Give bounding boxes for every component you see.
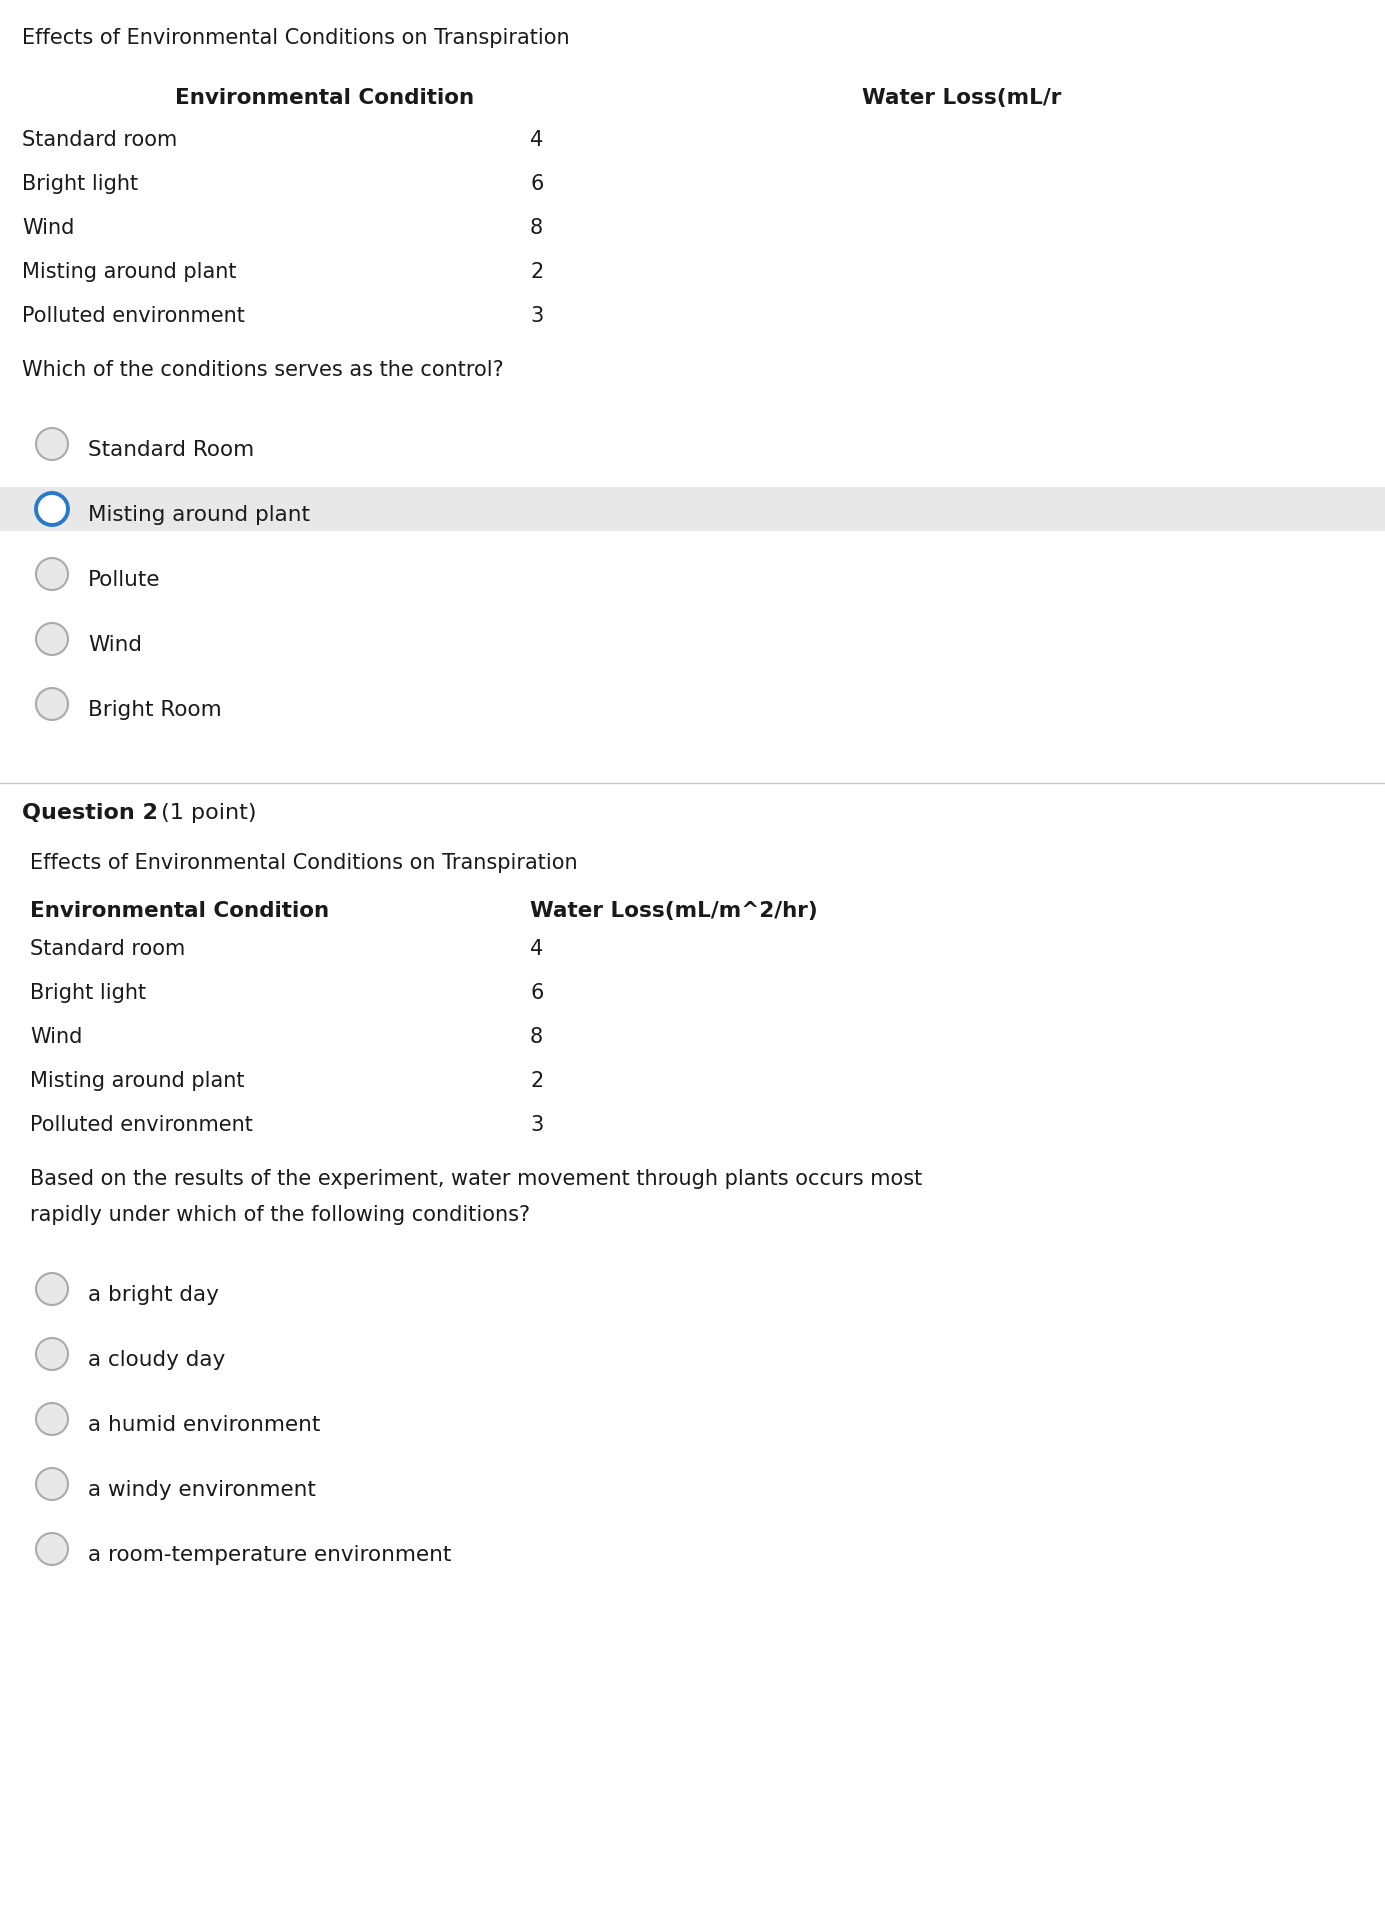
- Text: Which of the conditions serves as the control?: Which of the conditions serves as the co…: [22, 359, 504, 380]
- Text: Question 2: Question 2: [22, 803, 158, 824]
- Text: Misting around plant: Misting around plant: [30, 1070, 245, 1091]
- Text: Water Loss(mL/r: Water Loss(mL/r: [861, 88, 1061, 109]
- Text: rapidly under which of the following conditions?: rapidly under which of the following con…: [30, 1206, 530, 1225]
- Circle shape: [36, 1338, 68, 1370]
- Text: 6: 6: [530, 174, 543, 195]
- Text: Wind: Wind: [22, 218, 75, 239]
- Circle shape: [36, 623, 68, 655]
- Text: a bright day: a bright day: [89, 1284, 219, 1305]
- Text: Standard Room: Standard Room: [89, 440, 255, 461]
- Text: Environmental Condition: Environmental Condition: [175, 88, 474, 109]
- Text: Standard room: Standard room: [30, 938, 186, 959]
- Text: 4: 4: [530, 130, 543, 149]
- Text: Misting around plant: Misting around plant: [22, 262, 237, 283]
- Text: a windy environment: a windy environment: [89, 1479, 316, 1500]
- Circle shape: [36, 688, 68, 720]
- Text: 3: 3: [530, 1114, 543, 1135]
- Text: 8: 8: [530, 1026, 543, 1047]
- Text: Wind: Wind: [30, 1026, 82, 1047]
- Text: Bright light: Bright light: [22, 174, 138, 195]
- Text: 8: 8: [530, 218, 543, 239]
- Text: 3: 3: [530, 306, 543, 327]
- Text: Effects of Environmental Conditions on Transpiration: Effects of Environmental Conditions on T…: [30, 852, 578, 873]
- Text: Based on the results of the experiment, water movement through plants occurs mos: Based on the results of the experiment, …: [30, 1170, 922, 1189]
- Text: Bright light: Bright light: [30, 982, 147, 1003]
- Circle shape: [36, 1273, 68, 1305]
- Circle shape: [36, 1533, 68, 1565]
- Circle shape: [36, 1403, 68, 1435]
- Text: a cloudy day: a cloudy day: [89, 1349, 226, 1370]
- Text: a humid environment: a humid environment: [89, 1414, 320, 1435]
- Text: 4: 4: [530, 938, 543, 959]
- Circle shape: [36, 493, 68, 526]
- Text: a room-temperature environment: a room-temperature environment: [89, 1544, 452, 1565]
- Text: 2: 2: [530, 262, 543, 283]
- Text: 2: 2: [530, 1070, 543, 1091]
- Text: Wind: Wind: [89, 634, 143, 655]
- Circle shape: [36, 558, 68, 590]
- Text: (1 point): (1 point): [154, 803, 256, 824]
- Text: Polluted environment: Polluted environment: [30, 1114, 253, 1135]
- FancyBboxPatch shape: [0, 487, 1385, 531]
- Text: Standard room: Standard room: [22, 130, 177, 149]
- Text: Effects of Environmental Conditions on Transpiration: Effects of Environmental Conditions on T…: [22, 29, 569, 48]
- Text: Water Loss(mL/m^2/hr): Water Loss(mL/m^2/hr): [530, 900, 817, 921]
- Text: 6: 6: [530, 982, 543, 1003]
- Text: Polluted environment: Polluted environment: [22, 306, 245, 327]
- Circle shape: [36, 1468, 68, 1500]
- Text: Bright Room: Bright Room: [89, 699, 222, 720]
- Text: Misting around plant: Misting around plant: [89, 505, 310, 526]
- Text: Pollute: Pollute: [89, 569, 161, 590]
- Text: Environmental Condition: Environmental Condition: [30, 900, 330, 921]
- Circle shape: [36, 428, 68, 461]
